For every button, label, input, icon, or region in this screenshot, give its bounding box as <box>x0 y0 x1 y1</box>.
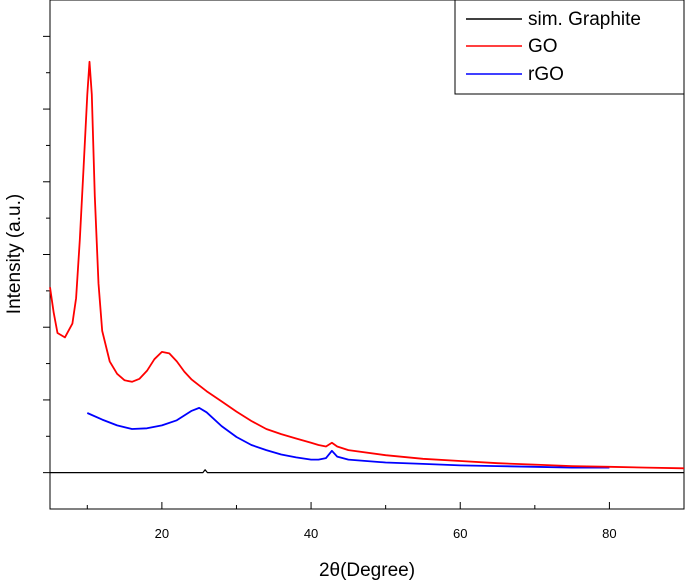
legend-label-go: GO <box>528 36 558 57</box>
x-axis-ticks: 20 40 60 80 <box>86 502 685 541</box>
legend-box <box>454 0 685 95</box>
x-tick-label: 20 <box>155 526 169 541</box>
y-axis-ticks <box>43 35 50 474</box>
y-axis-title: Intensity (a.u.) <box>4 194 25 314</box>
x-tick-label: 80 <box>602 526 616 541</box>
x-tick-label: 40 <box>304 526 318 541</box>
series-line-sim-graphite <box>50 469 684 474</box>
x-axis-title: 2θ(Degree) <box>319 560 415 581</box>
series-line-rgo <box>86 407 610 469</box>
series-line-go <box>49 60 685 470</box>
legend-label-rgo: rGO <box>528 64 564 85</box>
legend[interactable]: sim. Graphite GO rGO <box>454 0 685 95</box>
series-layer <box>49 60 685 474</box>
legend-label-sim-graphite: sim. Graphite <box>528 9 641 30</box>
x-tick-label: 60 <box>453 526 467 541</box>
